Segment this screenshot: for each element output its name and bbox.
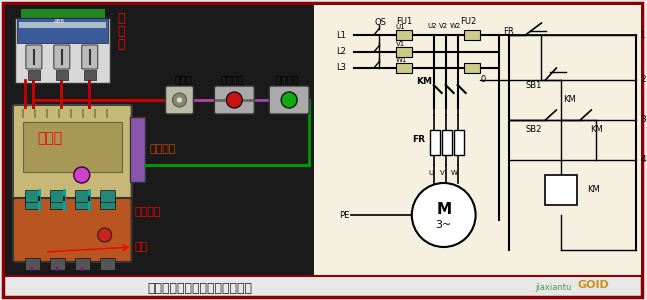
Bar: [17, 18, 107, 43]
Text: 2: 2: [640, 76, 646, 85]
FancyBboxPatch shape: [166, 86, 193, 114]
Text: W1: W1: [396, 57, 407, 63]
Bar: [454, 130, 464, 155]
Text: SB2: SB2: [525, 125, 542, 134]
Text: W: W: [451, 170, 458, 176]
Text: U: U: [428, 170, 433, 176]
Text: L1: L1: [336, 31, 346, 40]
Text: KM: KM: [587, 185, 600, 194]
Text: 器: 器: [118, 38, 125, 51]
Bar: [75, 258, 90, 270]
Bar: [100, 197, 115, 209]
FancyBboxPatch shape: [214, 86, 254, 114]
Bar: [430, 130, 440, 155]
FancyBboxPatch shape: [54, 45, 70, 69]
Text: 路: 路: [118, 25, 125, 38]
Text: PE: PE: [339, 211, 349, 220]
Text: 负载: 负载: [135, 242, 148, 252]
Text: GOID: GOID: [577, 280, 609, 290]
FancyBboxPatch shape: [269, 86, 309, 114]
Circle shape: [281, 92, 297, 108]
Text: jiaxiantu: jiaxiantu: [535, 283, 571, 292]
Text: FR: FR: [503, 26, 514, 35]
Bar: [25, 197, 40, 209]
Circle shape: [226, 92, 242, 108]
Text: FR: FR: [411, 136, 425, 145]
Circle shape: [98, 228, 112, 242]
Text: 启动按钮: 启动按钮: [275, 74, 299, 84]
Text: 热继电器: 热继电器: [135, 207, 161, 217]
Bar: [25, 258, 40, 270]
Bar: [464, 63, 479, 73]
Text: M: M: [436, 202, 451, 217]
Bar: [314, 5, 641, 275]
Text: FU2: FU2: [461, 17, 477, 26]
Bar: [100, 258, 115, 270]
Text: L3: L3: [336, 64, 346, 73]
Text: U2: U2: [427, 23, 437, 29]
Bar: [100, 190, 115, 202]
Circle shape: [74, 167, 90, 183]
Text: 断: 断: [118, 12, 125, 25]
Text: 4: 4: [640, 155, 646, 164]
Text: 熔断器: 熔断器: [175, 74, 192, 84]
FancyBboxPatch shape: [13, 105, 131, 199]
Circle shape: [173, 93, 186, 107]
Bar: [28, 70, 40, 80]
Bar: [50, 258, 65, 270]
Circle shape: [411, 183, 476, 247]
Text: 停止按钮: 停止按钮: [221, 74, 244, 84]
Bar: [50, 190, 65, 202]
Bar: [396, 47, 411, 57]
Bar: [5, 5, 314, 275]
Bar: [545, 175, 577, 205]
Bar: [50, 197, 65, 209]
Text: 3~: 3~: [435, 220, 452, 230]
Text: V1: V1: [396, 41, 405, 47]
Bar: [25, 190, 40, 202]
Text: 1: 1: [640, 31, 646, 40]
Bar: [83, 70, 96, 80]
Text: V2: V2: [439, 23, 448, 29]
FancyBboxPatch shape: [82, 45, 98, 69]
Text: KM: KM: [416, 77, 432, 86]
Bar: [396, 30, 411, 40]
Bar: [19, 22, 105, 28]
Text: KM: KM: [590, 125, 603, 134]
Text: L2: L2: [336, 47, 346, 56]
Text: 0: 0: [481, 76, 486, 85]
Text: V: V: [441, 170, 445, 176]
Bar: [396, 63, 411, 73]
Text: 三相异步电动机自锁控制线路图: 三相异步电动机自锁控制线路图: [147, 281, 252, 295]
Text: U1: U1: [396, 24, 406, 30]
Text: W2: W2: [450, 23, 461, 29]
Bar: [56, 70, 68, 80]
Bar: [15, 18, 110, 83]
Bar: [442, 130, 452, 155]
Bar: [129, 117, 144, 182]
Bar: [464, 30, 479, 40]
Text: 常开触点: 常开触点: [149, 144, 176, 154]
FancyBboxPatch shape: [13, 198, 131, 262]
Bar: [23, 122, 122, 172]
Text: KM: KM: [564, 95, 576, 104]
Bar: [75, 190, 90, 202]
Text: SB1: SB1: [525, 80, 542, 89]
Text: FU1: FU1: [396, 17, 412, 26]
Circle shape: [177, 97, 182, 103]
Text: 接触器: 接触器: [37, 131, 62, 145]
FancyBboxPatch shape: [26, 45, 42, 69]
Bar: [75, 197, 90, 209]
Text: ABB: ABB: [54, 19, 65, 24]
Text: 3: 3: [640, 116, 646, 124]
Text: QS: QS: [375, 17, 387, 26]
Bar: [20, 8, 105, 20]
